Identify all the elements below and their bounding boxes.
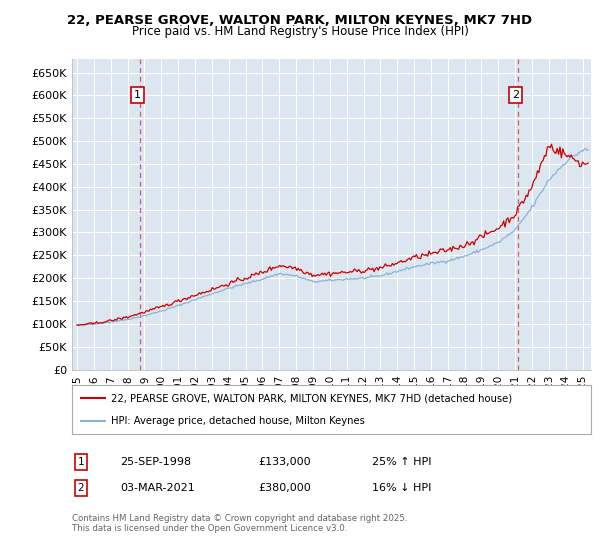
Text: £133,000: £133,000 [258,457,311,467]
Text: 22, PEARSE GROVE, WALTON PARK, MILTON KEYNES, MK7 7HD: 22, PEARSE GROVE, WALTON PARK, MILTON KE… [67,14,533,27]
Text: Price paid vs. HM Land Registry's House Price Index (HPI): Price paid vs. HM Land Registry's House … [131,25,469,38]
Text: £380,000: £380,000 [258,483,311,493]
Text: 25% ↑ HPI: 25% ↑ HPI [372,457,431,467]
Text: 25-SEP-1998: 25-SEP-1998 [120,457,191,467]
Text: 22, PEARSE GROVE, WALTON PARK, MILTON KEYNES, MK7 7HD (detached house): 22, PEARSE GROVE, WALTON PARK, MILTON KE… [111,393,512,403]
Text: 2: 2 [512,90,519,100]
Text: Contains HM Land Registry data © Crown copyright and database right 2025.
This d: Contains HM Land Registry data © Crown c… [72,514,407,534]
Text: 1: 1 [77,457,85,467]
Text: 2: 2 [77,483,85,493]
Text: 16% ↓ HPI: 16% ↓ HPI [372,483,431,493]
Text: 1: 1 [134,90,141,100]
Text: HPI: Average price, detached house, Milton Keynes: HPI: Average price, detached house, Milt… [111,416,365,426]
Text: 03-MAR-2021: 03-MAR-2021 [120,483,195,493]
